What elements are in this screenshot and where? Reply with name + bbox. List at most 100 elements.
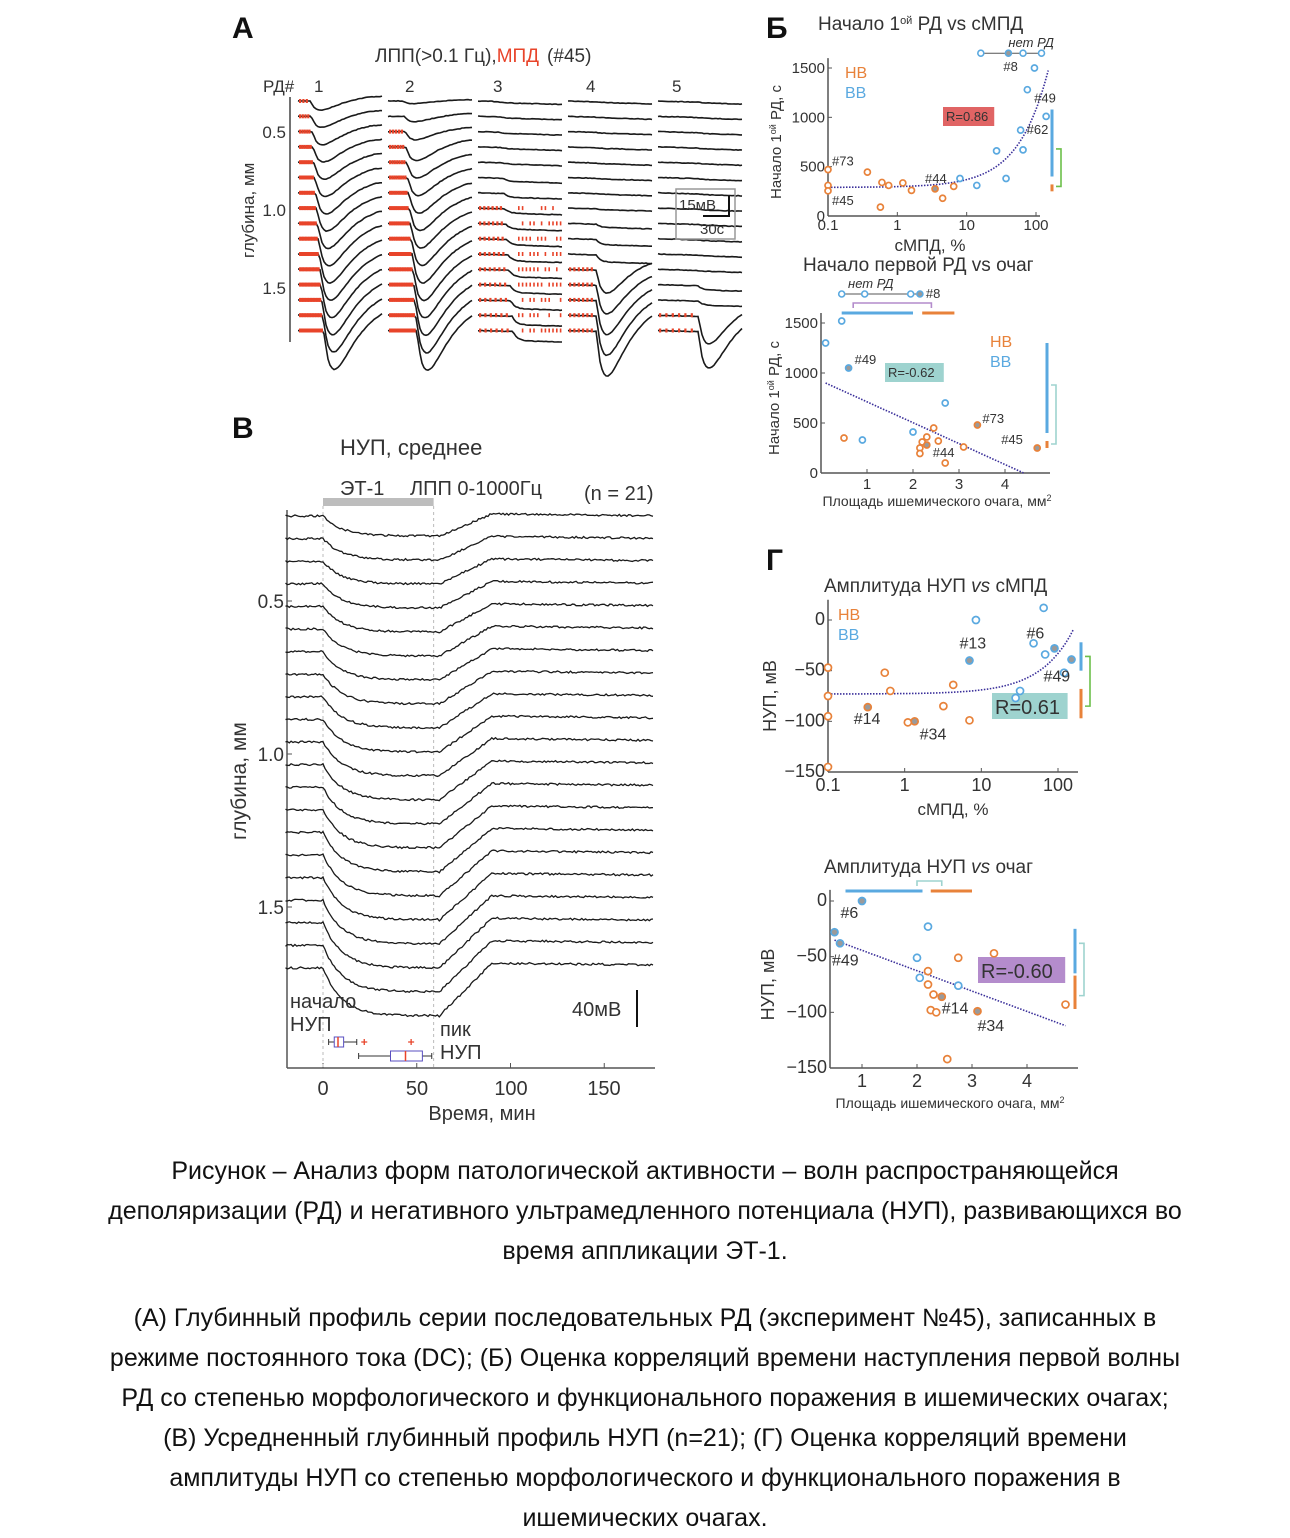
mpd-mark: [300, 313, 303, 318]
mpd-mark: [316, 313, 319, 318]
data-point: [823, 691, 833, 701]
n-label: (n = 21): [584, 483, 653, 505]
mpd-mark: [559, 282, 562, 287]
lfp-trace: [567, 191, 652, 197]
mpd-mark: [306, 160, 309, 165]
mpd-mark: [484, 313, 487, 318]
mpd-mark: [396, 297, 399, 302]
mpd-mark: [393, 190, 396, 195]
mpd-mark: [398, 328, 401, 333]
y-axis-label: НУП, мВ: [758, 949, 778, 1021]
mpd-mark: [392, 267, 395, 272]
mpd-mark: [391, 175, 394, 180]
data-point: [1023, 85, 1032, 94]
mpd-mark: [394, 236, 397, 241]
mpd-mark: [410, 313, 414, 318]
mpd-mark: [490, 328, 493, 333]
panel-v-letter: В: [232, 412, 254, 445]
et1-label: ЭТ-1: [340, 478, 384, 500]
data-point: [824, 186, 832, 195]
mpd-mark: [406, 282, 409, 287]
data-point: [1019, 146, 1027, 154]
mpd-mark: [395, 175, 398, 180]
mpd-mark: [406, 297, 409, 302]
mpd-mark: [312, 282, 315, 287]
y-tick-label: 1500: [785, 315, 818, 332]
chart-title-part: Начало первой РД vs очаг: [803, 255, 1034, 276]
caption-line: РД со степенью морфологического и функци…: [121, 1384, 1169, 1412]
comparison-bracket: [1051, 384, 1057, 445]
mpd-mark: [479, 252, 482, 256]
mpd-mark: [569, 282, 572, 287]
peak-boxplot-box: [390, 1050, 423, 1062]
lfp-trace: [477, 283, 563, 296]
lfp-trace: [658, 146, 743, 152]
mpd-mark: [399, 190, 402, 195]
legend-entry: НВ: [838, 607, 860, 624]
mpd-mark: [569, 267, 572, 272]
point-label: #8: [1003, 59, 1017, 74]
data-point: [937, 992, 947, 1002]
mpd-mark: [299, 236, 302, 241]
mpd-mark: [407, 313, 410, 318]
title-mpd: МПД: [497, 46, 539, 67]
lfp-trace: [657, 299, 743, 308]
mpd-mark: [299, 282, 302, 287]
fit-line: [834, 939, 1066, 1027]
panel-a-letter: А: [232, 12, 254, 45]
nup-trace: [285, 939, 654, 994]
mpd-mark: [529, 267, 531, 272]
mpd-mark: [389, 206, 392, 211]
caption-line: ишемических очагах.: [522, 1504, 768, 1532]
nup-trace: [285, 894, 654, 946]
mpd-mark: [393, 160, 396, 165]
mpd-mark: [500, 221, 503, 226]
data-point: [1030, 64, 1039, 72]
mpd-mark: [533, 252, 535, 256]
lfp-trace: [297, 95, 383, 112]
lfp-trace: [657, 161, 743, 167]
point-label: #49: [1034, 90, 1056, 105]
mpd-mark: [556, 221, 558, 226]
mpd-mark: [548, 313, 550, 318]
lfp-trace: [567, 237, 652, 247]
mpd-mark: [496, 221, 499, 226]
lfp-trace: [567, 115, 653, 121]
mpd-mark: [405, 267, 408, 272]
mpd-mark: [307, 313, 310, 318]
mpd-mark: [307, 282, 311, 287]
mpd-mark: [487, 221, 490, 226]
data-point: [1033, 444, 1042, 452]
lfp-trace: [568, 207, 653, 213]
mpd-mark: [389, 175, 392, 180]
mpd-mark: [300, 206, 303, 211]
mpd-mark: [306, 175, 309, 180]
data-point: [941, 459, 950, 467]
data-point: [923, 922, 933, 931]
mpd-mark: [317, 297, 320, 302]
mpd-mark: [552, 328, 554, 333]
lfp-trace: [387, 240, 473, 284]
point-label: #49: [1044, 669, 1071, 686]
mpd-mark: [556, 328, 558, 333]
mpd-mark: [394, 206, 397, 211]
mpd-mark: [308, 221, 311, 226]
mpd-mark: [392, 328, 395, 333]
chart-title-part: ой: [900, 15, 912, 27]
mpd-mark: [309, 297, 313, 302]
depth-tick: 1.0: [258, 745, 284, 766]
mpd-mark: [671, 328, 674, 333]
mpd-mark: [309, 221, 313, 226]
mpd-mark: [307, 206, 310, 211]
mpd-mark: [299, 160, 302, 165]
mpd-mark: [320, 328, 323, 333]
depth-axis-label: глубина, мм: [239, 163, 258, 258]
lfp-trace: [567, 176, 653, 182]
comparison-bracket: [916, 880, 943, 886]
x-axis-label-text: Площадь ишемического очага, мм: [823, 493, 1047, 509]
mpd-mark: [556, 267, 558, 272]
no-rd-point: [906, 290, 915, 298]
mpd-mark: [397, 252, 400, 256]
mpd-mark: [401, 236, 404, 241]
